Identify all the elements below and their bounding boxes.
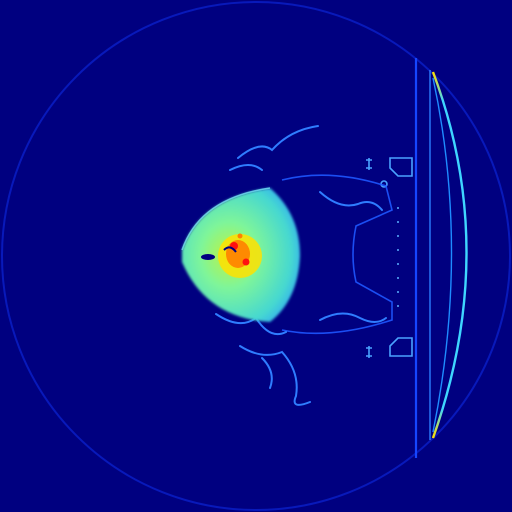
cavity-outline xyxy=(281,174,393,335)
marker-dots xyxy=(397,207,399,307)
shock-front-arc-inner xyxy=(432,77,453,433)
filament-streaks xyxy=(215,125,387,406)
plume-edge-glow xyxy=(181,187,271,251)
dark-void xyxy=(201,254,215,260)
shock-front-arc xyxy=(431,71,468,439)
hot-core xyxy=(218,233,262,278)
